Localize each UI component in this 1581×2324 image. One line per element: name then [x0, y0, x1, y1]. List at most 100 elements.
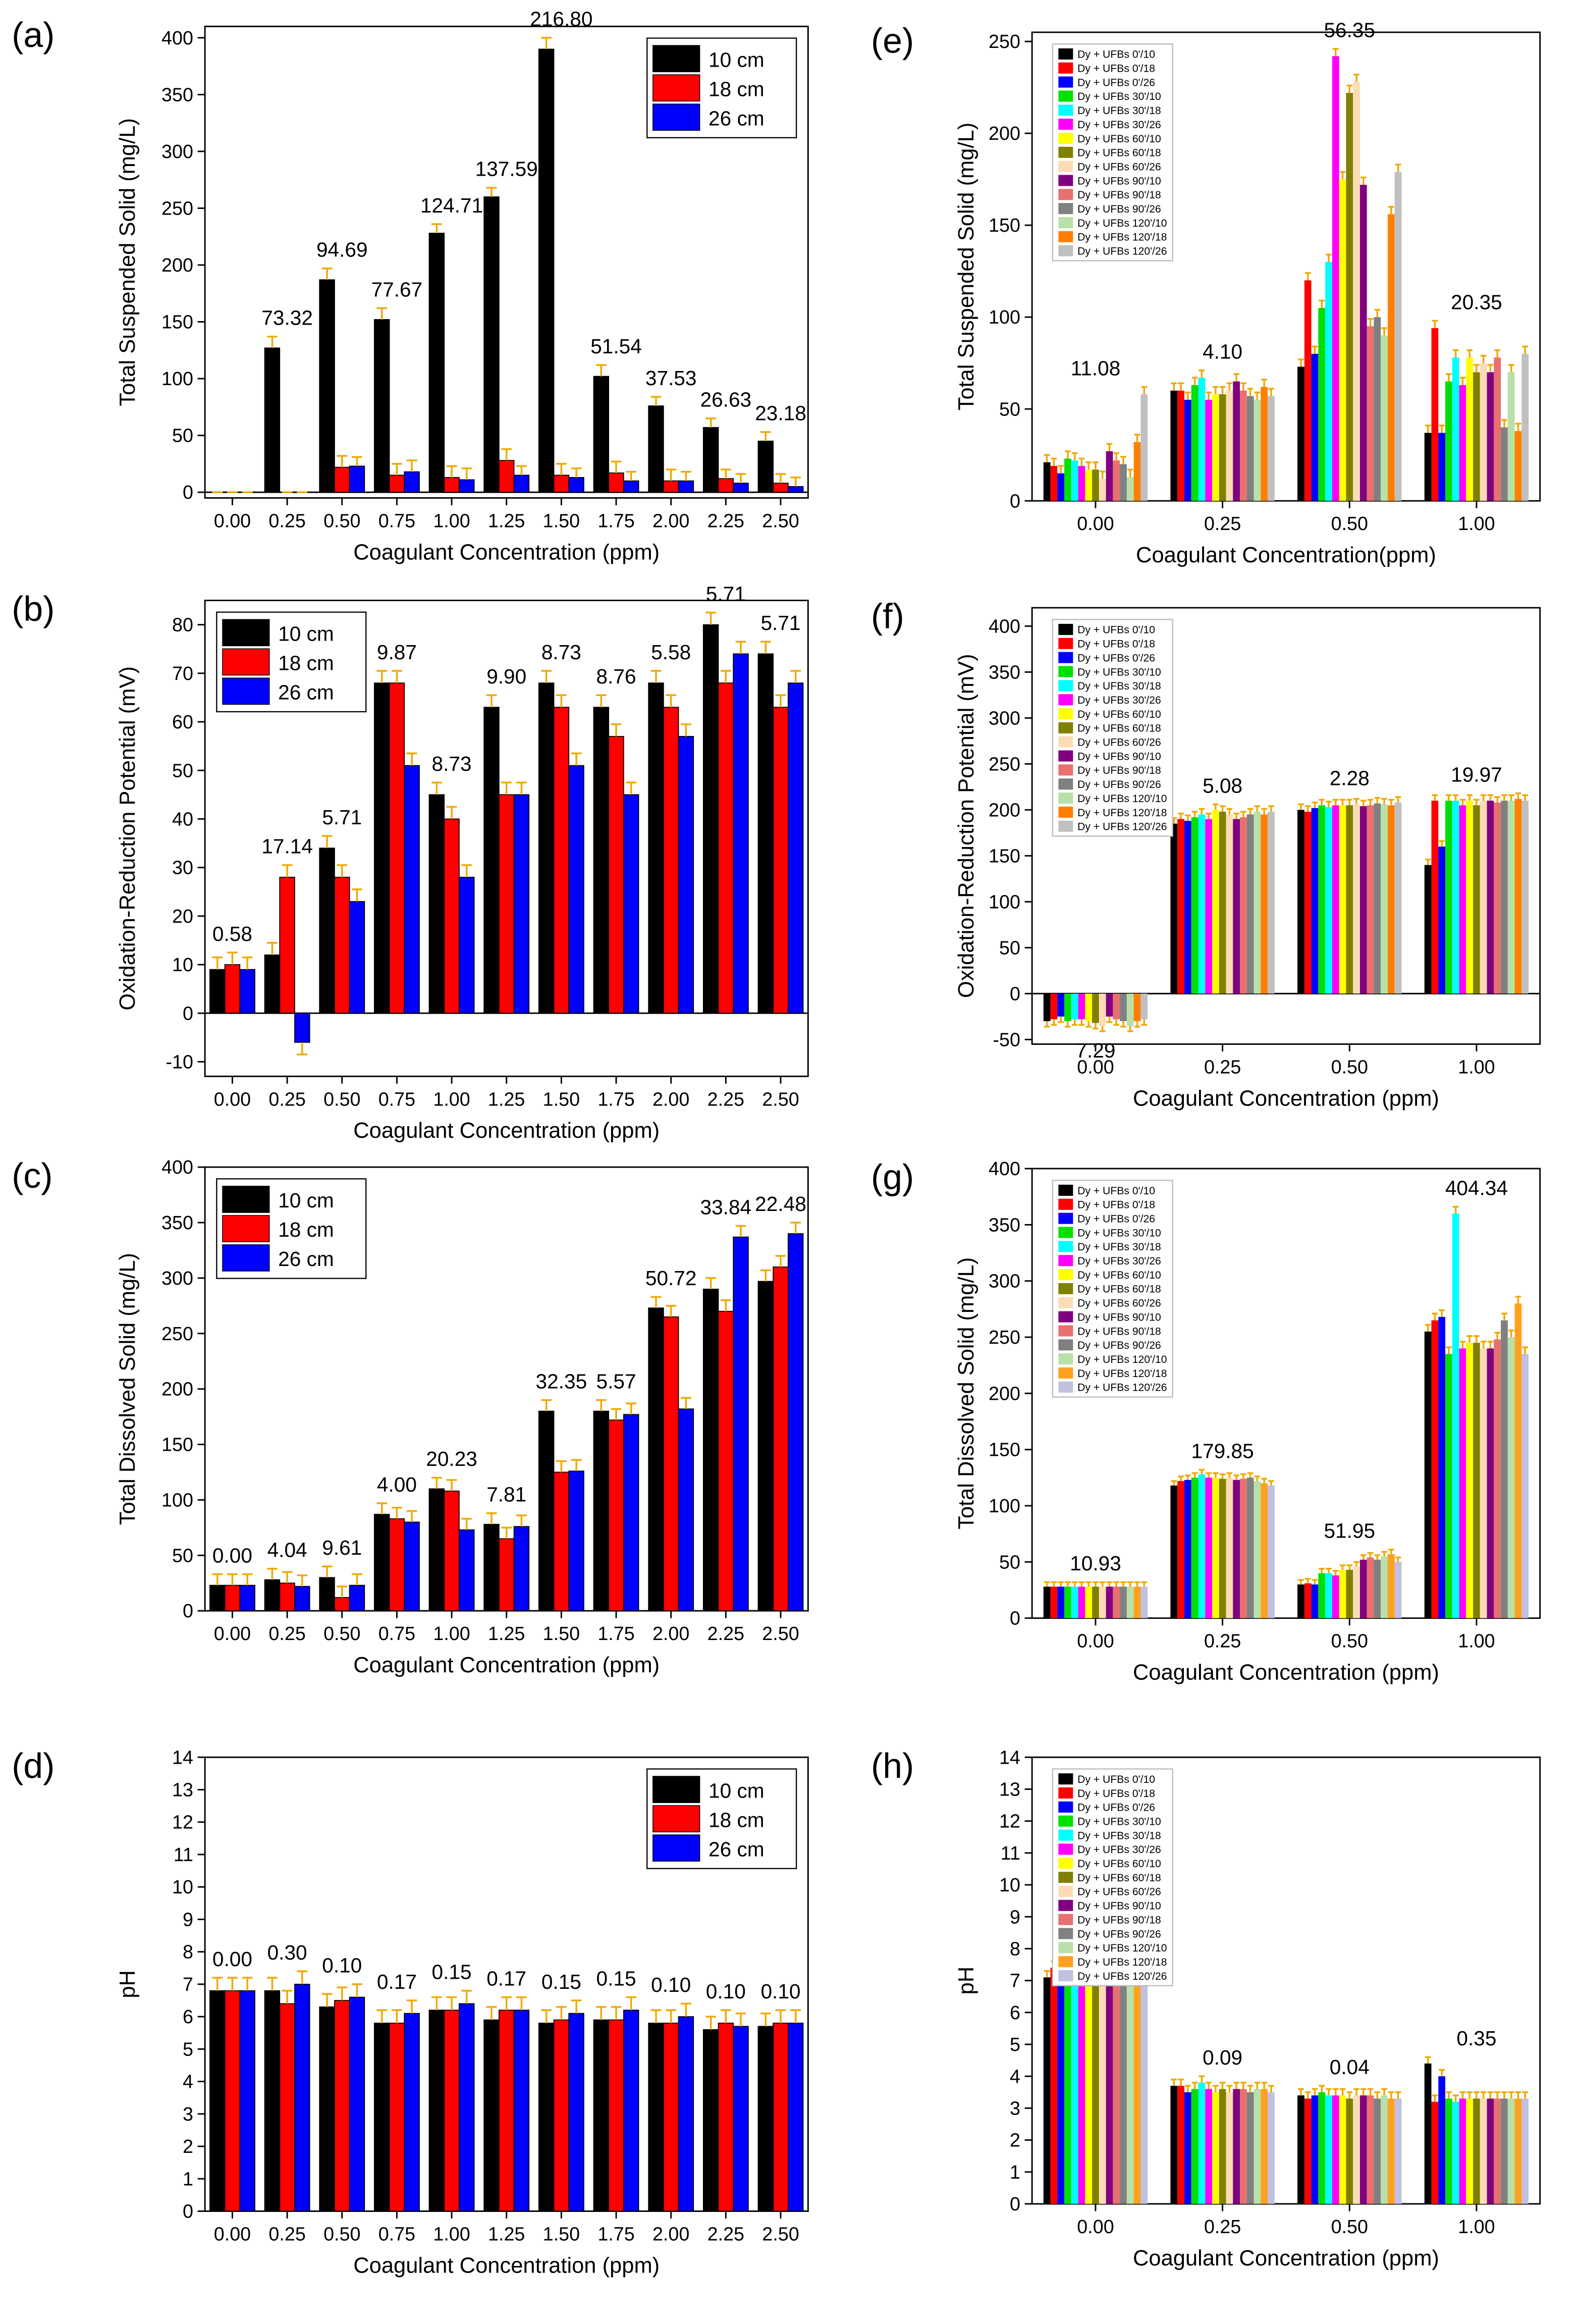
bar: [702, 2029, 719, 2212]
bar: [1219, 2089, 1226, 2204]
bar: [623, 1414, 639, 1612]
bar: [1043, 1587, 1051, 1618]
bar: [1374, 317, 1381, 501]
y-tick-label: 350: [989, 661, 1020, 682]
y-tick-label: 300: [989, 1271, 1020, 1292]
y-tick-label: 10: [999, 1874, 1020, 1895]
x-tick-label: 2.25: [707, 1088, 744, 1110]
bar: [718, 682, 734, 1014]
bar: [1261, 1483, 1268, 1618]
legend-label: 10 cm: [278, 1189, 334, 1212]
annotation: 51.54: [590, 335, 642, 358]
bar: [733, 2026, 749, 2212]
y-tick-label: 250: [989, 1327, 1020, 1348]
bar: [319, 279, 335, 493]
bar: [1387, 214, 1395, 501]
bar: [1113, 1587, 1120, 1618]
legend-label: 18 cm: [708, 1808, 765, 1831]
x-tick-label: 1.75: [597, 2224, 634, 2245]
bar: [1140, 1587, 1148, 1618]
bar: [1438, 847, 1446, 994]
annotation: 0.10: [651, 1973, 691, 1996]
bar: [1170, 823, 1178, 994]
bar: [1092, 1968, 1099, 2204]
panel-label: (a): [12, 15, 54, 55]
bar: [1445, 801, 1452, 994]
y-tick-label: -10: [166, 1051, 193, 1072]
bar: [718, 478, 734, 493]
bar: [1387, 805, 1395, 994]
annotation: 4.04: [267, 1538, 307, 1561]
y-tick-label: 3: [1010, 2097, 1020, 2119]
bar: [1332, 56, 1339, 501]
legend-swatch: [1058, 119, 1073, 130]
annotation: 5.58: [651, 641, 691, 664]
bar: [1205, 819, 1212, 994]
legend-label: 26 cm: [278, 1247, 334, 1271]
x-tick-label: 0.00: [1077, 1056, 1114, 1077]
y-tick-label: 200: [989, 123, 1020, 144]
y-tick-label: 150: [989, 1439, 1020, 1460]
y-tick-label: 20: [172, 906, 193, 927]
legend-label: Dy + UFBs 0'/18: [1077, 1199, 1155, 1211]
bar: [663, 707, 679, 1014]
bar: [513, 1526, 530, 1612]
legend-swatch: [652, 1834, 700, 1862]
bar: [1233, 381, 1240, 501]
x-tick-label: 2.25: [707, 1623, 744, 1644]
bar: [1480, 801, 1487, 994]
bar: [1240, 2089, 1247, 2204]
panel-label: (h): [871, 1746, 914, 1785]
y-tick-label: 6: [1010, 2002, 1020, 2023]
bar: [1240, 390, 1247, 501]
bar: [1459, 805, 1466, 994]
legend-swatch: [1058, 680, 1073, 692]
annotation: 2.28: [1330, 767, 1370, 790]
annotation: 0.09: [1203, 2046, 1242, 2069]
bar: [553, 474, 570, 493]
x-axis-label: Coagulant Concentration (ppm): [353, 1119, 660, 1143]
annotation: 0.00: [212, 1947, 252, 1971]
bar: [1394, 1562, 1402, 1618]
legend-swatch: [1058, 778, 1073, 790]
legend-swatch: [1058, 245, 1073, 256]
bar: [294, 1013, 310, 1043]
bar: [1445, 1354, 1452, 1618]
legend-swatch: [1058, 1970, 1073, 1982]
bar: [608, 2019, 624, 2212]
annotation: 37.53: [645, 366, 697, 390]
legend-swatch: [1058, 652, 1073, 663]
legend-label: Dy + UFBs 30'/10: [1077, 1816, 1161, 1828]
bar: [1120, 1971, 1127, 2204]
x-tick-label: 1.75: [597, 1088, 634, 1110]
bar: [1071, 460, 1078, 501]
bar: [279, 1582, 295, 1612]
bar: [702, 427, 719, 493]
legend-swatch: [1058, 708, 1073, 720]
bar: [1043, 462, 1051, 501]
legend-label: Dy + UFBs 60'/18: [1077, 1872, 1161, 1884]
bar: [1339, 1569, 1346, 1618]
legend-swatch: [222, 648, 270, 676]
legend-label: Dy + UFBs 0'/10: [1077, 1774, 1155, 1785]
bar: [787, 486, 804, 493]
y-tick-label: 11: [174, 1844, 193, 1865]
y-tick-label: 100: [989, 891, 1020, 912]
bar: [1184, 1480, 1191, 1618]
legend-label: Dy + UFBs 60'/10: [1077, 709, 1161, 720]
x-axis-label: Coagulant Concentration (ppm): [353, 2253, 660, 2278]
annotation: 23.18: [755, 402, 806, 425]
annotation: 11.08: [1071, 356, 1121, 380]
bar: [1078, 1971, 1085, 2204]
x-tick-label: 0.00: [214, 510, 251, 531]
bar: [1487, 1348, 1494, 1618]
bar: [733, 653, 749, 1014]
y-tick-label: 2: [1010, 2130, 1020, 2151]
bar: [1133, 993, 1141, 1021]
y-tick-label: 40: [172, 808, 193, 829]
annotation: 26.63: [700, 388, 752, 411]
x-tick-label: 2.00: [652, 1088, 689, 1110]
bar: [1311, 808, 1319, 994]
bar: [224, 964, 241, 1014]
legend-swatch: [1058, 132, 1073, 144]
